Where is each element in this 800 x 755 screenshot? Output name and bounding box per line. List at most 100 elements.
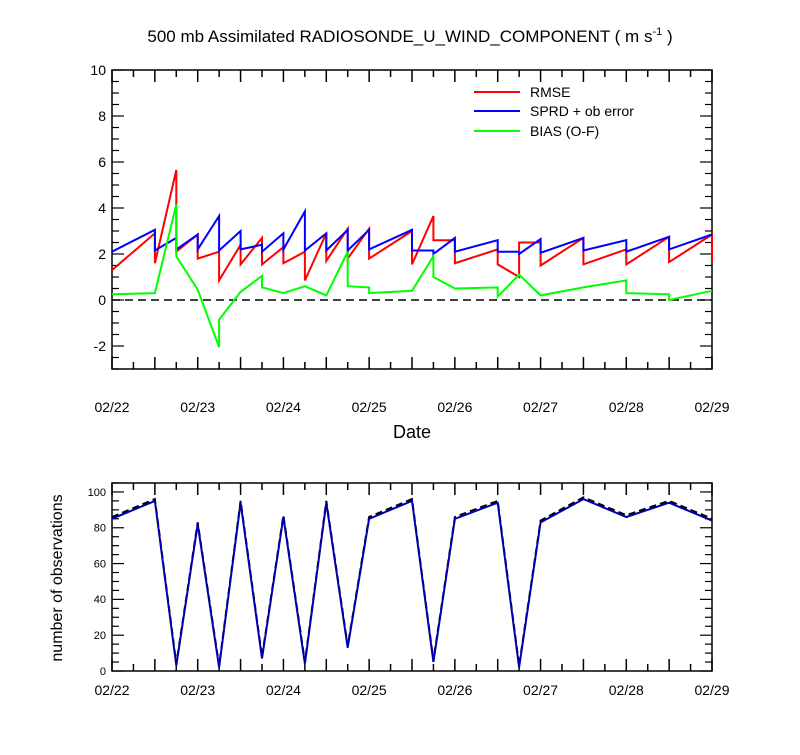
bottom-point-possible-observations: [497, 500, 498, 501]
top-point-sprd-ob-error: [626, 240, 627, 241]
bottom-point-assimilated-observations: [262, 658, 263, 659]
top-point-sprd-ob-error: [583, 237, 584, 238]
top-point-rmse: [583, 264, 584, 265]
top-point-sprd-ob-error: [669, 249, 670, 250]
top-point-sprd-ob-error: [219, 250, 220, 251]
bottom-series-line-possible-observations: [111, 496, 713, 666]
top-point-sprd-ob-error: [240, 231, 241, 232]
bottom-chart-frame: [111, 482, 713, 672]
top-point-sprd-ob-error: [412, 250, 413, 251]
top-point-sprd-ob-error: [154, 229, 155, 230]
top-point-sprd-ob-error: [583, 250, 584, 251]
top-point-rmse: [669, 262, 670, 263]
top-point-bias-o-f: [626, 293, 627, 294]
top-point-sprd-ob-error: [197, 234, 198, 235]
top-point-bias-o-f: [669, 300, 670, 301]
top-point-sprd-ob-error: [626, 251, 627, 252]
bottom-point-assimilated-observations: [412, 500, 413, 501]
bottom-point-assimilated-observations: [669, 502, 670, 503]
top-chart-title-sup: -1: [652, 26, 662, 38]
bottom-point-possible-observations: [240, 500, 241, 501]
top-point-rmse: [519, 242, 520, 243]
bottom-x-tick-label: 02/25: [352, 682, 387, 698]
top-point-bias-o-f: [262, 287, 263, 288]
top-y-tick-label: 0: [98, 292, 106, 308]
top-point-sprd-ob-error: [262, 251, 263, 252]
bottom-point-assimilated-observations: [347, 647, 348, 648]
top-point-sprd-ob-error: [669, 236, 670, 237]
top-point-sprd-ob-error: [197, 249, 198, 250]
bottom-point-assimilated-observations: [219, 667, 220, 668]
top-x-tick-label: 02/27: [523, 399, 558, 415]
top-point-bias-o-f: [112, 294, 113, 295]
bottom-point-possible-observations: [454, 517, 455, 518]
bottom-point-possible-observations: [540, 520, 541, 521]
bottom-series-line-assimilated-observations: [111, 497, 713, 668]
top-series-line-bias-o-f: [111, 204, 713, 348]
top-point-bias-o-f: [519, 274, 520, 275]
bottom-point-possible-observations: [583, 497, 584, 498]
top-point-sprd-ob-error: [369, 229, 370, 230]
top-x-tick-label: 02/29: [694, 399, 729, 415]
top-point-rmse: [497, 264, 498, 265]
top-point-sprd-ob-error: [519, 254, 520, 255]
bottom-point-possible-observations: [112, 517, 113, 518]
top-point-sprd-ob-error: [347, 250, 348, 251]
top-point-sprd-ob-error: [497, 251, 498, 252]
top-point-bias-o-f: [304, 286, 305, 287]
bottom-x-tick-label: 02/29: [694, 682, 729, 698]
bottom-x-tick-label: 02/27: [523, 682, 558, 698]
bottom-point-assimilated-observations: [454, 518, 455, 519]
top-point-rmse: [433, 216, 434, 217]
bottom-point-possible-observations: [154, 499, 155, 500]
bottom-point-assimilated-observations: [540, 522, 541, 523]
top-point-bias-o-f: [540, 295, 541, 296]
top-x-tick-label: 02/25: [352, 399, 387, 415]
bottom-point-assimilated-observations: [497, 502, 498, 503]
top-point-sprd-ob-error: [412, 229, 413, 230]
top-x-tick-label: 02/28: [609, 399, 644, 415]
top-point-rmse: [283, 263, 284, 264]
top-chart-legend: RMSE SPRD + ob error BIAS (O-F): [474, 84, 634, 139]
top-point-bias-o-f: [454, 288, 455, 289]
top-point-bias-o-f: [347, 251, 348, 252]
top-y-tick-label: -2: [94, 338, 107, 354]
top-point-rmse: [219, 280, 220, 281]
top-point-rmse: [712, 262, 713, 263]
top-y-tick-label: 6: [98, 154, 106, 170]
top-point-bias-o-f: [626, 280, 627, 281]
bottom-point-assimilated-observations: [197, 524, 198, 525]
top-chart-title-close: ): [662, 27, 672, 46]
top-y-tick-label: 8: [98, 108, 106, 124]
bottom-point-possible-observations: [712, 518, 713, 519]
bottom-y-tick-label: 80: [94, 523, 106, 535]
top-x-tick-label: 02/22: [94, 399, 129, 415]
top-point-bias-o-f: [326, 295, 327, 296]
bottom-x-tick-label: 02/26: [437, 682, 472, 698]
top-point-sprd-ob-error: [262, 244, 263, 245]
top-point-sprd-ob-error: [540, 239, 541, 240]
top-point-rmse: [519, 277, 520, 278]
top-point-rmse: [540, 265, 541, 266]
top-point-bias-o-f: [369, 293, 370, 294]
top-y-tick-label: 10: [90, 62, 106, 78]
top-point-bias-o-f: [369, 287, 370, 288]
top-point-sprd-ob-error: [304, 211, 305, 212]
top-point-rmse: [197, 258, 198, 259]
top-point-sprd-ob-error: [219, 216, 220, 217]
bottom-point-assimilated-observations: [112, 518, 113, 519]
bottom-y-tick-label: 0: [100, 666, 106, 678]
top-x-tick-label: 02/23: [180, 399, 215, 415]
top-series-line-sprd-ob-error: [111, 207, 713, 256]
bottom-point-assimilated-observations: [519, 667, 520, 668]
legend-label-rmse: RMSE: [530, 84, 570, 100]
bottom-point-assimilated-observations: [626, 517, 627, 518]
top-series-line-rmse: [111, 169, 713, 284]
bottom-point-assimilated-observations: [433, 662, 434, 663]
top-point-bias-o-f: [176, 204, 177, 205]
top-point-rmse: [304, 280, 305, 281]
bottom-y-tick-label: 40: [94, 594, 106, 606]
top-point-bias-o-f: [154, 293, 155, 294]
